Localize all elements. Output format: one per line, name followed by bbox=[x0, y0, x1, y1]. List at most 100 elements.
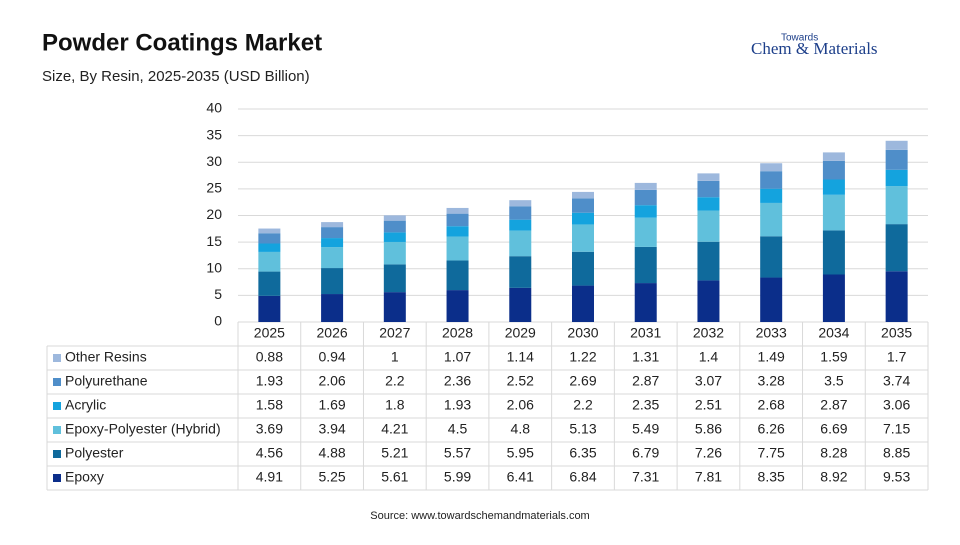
table-value: 3.06 bbox=[883, 397, 910, 413]
table-value: 2.36 bbox=[444, 373, 471, 389]
legend-label: Epoxy-Polyester (Hybrid) bbox=[65, 421, 221, 437]
bar-segment bbox=[697, 173, 720, 181]
table-value: 2.06 bbox=[507, 397, 534, 413]
bar-segment bbox=[822, 179, 845, 195]
table-value: 1.22 bbox=[569, 349, 596, 365]
x-tick-label: 2027 bbox=[379, 325, 410, 341]
bar-segment bbox=[258, 251, 281, 272]
y-tick-label: 40 bbox=[206, 100, 222, 116]
table-value: 4.56 bbox=[256, 445, 283, 461]
table-value: 5.13 bbox=[569, 421, 596, 437]
bar-segment bbox=[760, 202, 783, 237]
table-value: 1.7 bbox=[887, 349, 907, 365]
bar-segment bbox=[885, 224, 908, 272]
bar-segment bbox=[885, 169, 908, 187]
bar-segment bbox=[446, 213, 469, 227]
bar-segment bbox=[572, 212, 594, 225]
table-value: 2.35 bbox=[632, 397, 659, 413]
source: Source: www.towardschemandmaterials.com bbox=[370, 510, 589, 522]
table-value: 5.95 bbox=[507, 445, 534, 461]
table-value: 0.94 bbox=[318, 349, 345, 365]
table-value: 5.49 bbox=[632, 421, 659, 437]
bar-segment bbox=[446, 207, 469, 214]
table-value: 9.53 bbox=[883, 469, 910, 485]
bar-segment bbox=[885, 271, 908, 322]
table-value: 2.68 bbox=[758, 397, 785, 413]
bar-segment bbox=[509, 256, 532, 288]
bar-segment bbox=[258, 228, 281, 234]
table-value: 3.28 bbox=[758, 373, 785, 389]
table-value: 2.51 bbox=[695, 397, 722, 413]
table-value: 3.07 bbox=[695, 373, 722, 389]
bar-segment bbox=[258, 233, 281, 244]
bar-segment bbox=[697, 280, 720, 322]
table-value: 5.86 bbox=[695, 421, 722, 437]
table-value: 2.87 bbox=[632, 373, 659, 389]
bar-segment bbox=[634, 189, 657, 206]
legend-label: Other Resins bbox=[65, 349, 147, 365]
table-value: 1.14 bbox=[507, 349, 534, 365]
bar-segment bbox=[383, 264, 406, 293]
bar-segment bbox=[446, 260, 469, 291]
bar-segment bbox=[760, 188, 783, 203]
bar-segment bbox=[885, 140, 908, 150]
table-value: 8.35 bbox=[758, 469, 785, 485]
bar-segment bbox=[383, 241, 406, 265]
bar-segment bbox=[634, 182, 657, 190]
bar-segment bbox=[822, 152, 845, 161]
table-value: 6.26 bbox=[758, 421, 785, 437]
bar-segment bbox=[446, 236, 469, 261]
bar-segment bbox=[885, 186, 908, 225]
bar-segment bbox=[258, 271, 281, 296]
bar-segment bbox=[509, 200, 532, 207]
bar-segment bbox=[321, 238, 344, 248]
legend-label: Polyester bbox=[65, 445, 124, 461]
table-value: 8.85 bbox=[883, 445, 910, 461]
bar-segment bbox=[383, 292, 406, 322]
y-tick-label: 0 bbox=[214, 313, 222, 329]
bar-segment bbox=[509, 206, 532, 220]
bar-segment bbox=[321, 268, 344, 295]
table-value: 3.94 bbox=[318, 421, 345, 437]
bar-segment bbox=[509, 219, 532, 231]
y-tick-label: 5 bbox=[214, 286, 222, 302]
x-tick-label: 2025 bbox=[254, 325, 285, 341]
table-value: 1.07 bbox=[444, 349, 471, 365]
table-value: 1.58 bbox=[256, 397, 283, 413]
y-tick-label: 15 bbox=[206, 233, 222, 249]
bar-segment bbox=[572, 224, 594, 252]
table-value: 1.59 bbox=[820, 349, 847, 365]
table-value: 6.79 bbox=[632, 445, 659, 461]
legend-swatch bbox=[53, 378, 61, 386]
legend-swatch bbox=[53, 474, 61, 482]
legend-swatch bbox=[53, 354, 61, 362]
bar-segment bbox=[572, 251, 594, 286]
bar-segment bbox=[760, 163, 783, 172]
table-value: 1.31 bbox=[632, 349, 659, 365]
table-value: 2.06 bbox=[318, 373, 345, 389]
table-value: 5.25 bbox=[318, 469, 345, 485]
table-value: 0.88 bbox=[256, 349, 283, 365]
bar-segment bbox=[321, 294, 344, 322]
bar-segment bbox=[572, 191, 594, 199]
x-tick-label: 2035 bbox=[881, 325, 912, 341]
table-value: 6.69 bbox=[820, 421, 847, 437]
bar-segment bbox=[509, 287, 532, 322]
x-tick-label: 2033 bbox=[756, 325, 787, 341]
bar-segment bbox=[697, 241, 720, 281]
bar-segment bbox=[572, 285, 594, 322]
x-tick-label: 2030 bbox=[567, 325, 598, 341]
legend-swatch bbox=[53, 450, 61, 458]
x-tick-label: 2031 bbox=[630, 325, 661, 341]
bar-segment bbox=[697, 197, 720, 211]
table-value: 4.88 bbox=[318, 445, 345, 461]
bar-segment bbox=[634, 246, 657, 284]
legend-label: Polyurethane bbox=[65, 373, 148, 389]
table-value: 7.75 bbox=[758, 445, 785, 461]
table-value: 4.91 bbox=[256, 469, 283, 485]
table-value: 3.5 bbox=[824, 373, 844, 389]
table-value: 4.5 bbox=[448, 421, 468, 437]
